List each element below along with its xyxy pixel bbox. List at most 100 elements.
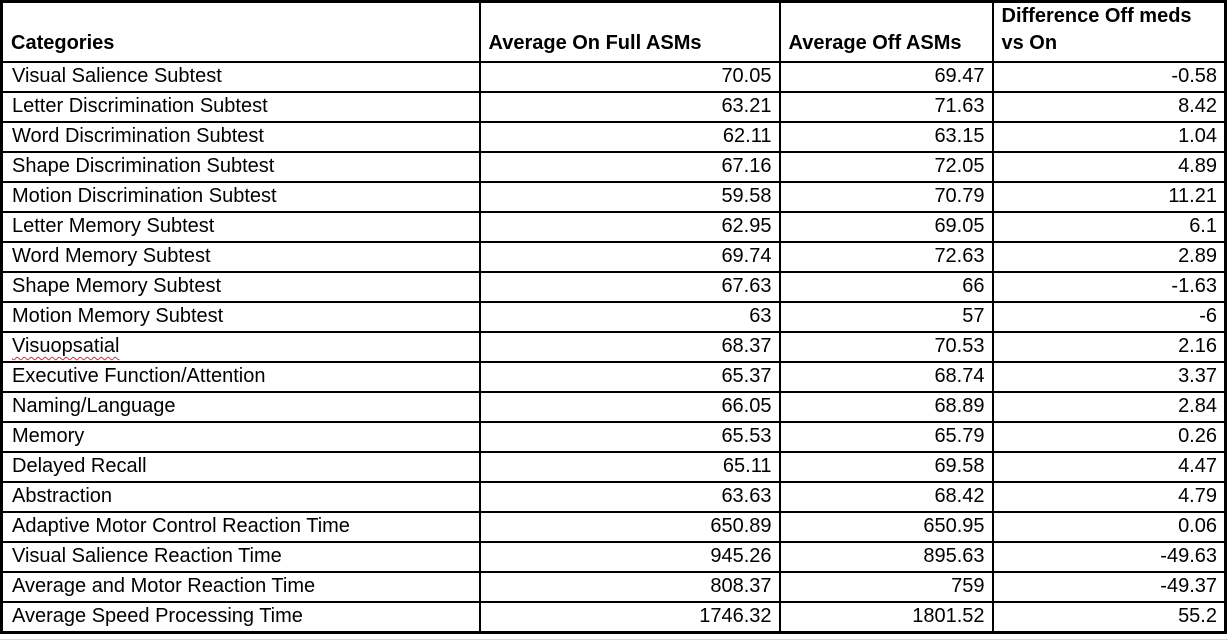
- table-row: Motion Discrimination Subtest 59.58 70.7…: [0, 181, 1227, 213]
- difference-cell: 8.42: [991, 91, 1227, 123]
- table-row: Memory 65.53 65.79 0.26: [0, 421, 1227, 453]
- table-row: Word Memory Subtest 69.74 72.63 2.89: [0, 241, 1227, 273]
- average-off-cell: 69.05: [778, 211, 994, 243]
- average-off-cell: 65.79: [778, 421, 994, 453]
- average-on-cell: 650.89: [478, 511, 781, 543]
- category-label: Visual Salience Subtest: [12, 65, 222, 87]
- average-off-cell: 70.79: [778, 181, 994, 213]
- average-on-cell: 65.53: [478, 421, 781, 453]
- table-row: Average and Motor Reaction Time 808.37 7…: [0, 571, 1227, 603]
- average-on-cell: 66.05: [478, 391, 781, 423]
- average-off-cell: 68.89: [778, 391, 994, 423]
- average-on-cell: 808.37: [478, 571, 781, 603]
- category-cell: Word Memory Subtest: [0, 241, 481, 273]
- average-off-cell: 69.47: [778, 61, 994, 93]
- average-on-cell: 63.21: [478, 91, 781, 123]
- average-off-cell: 1801.52: [778, 601, 994, 633]
- table-row: Word Discrimination Subtest 62.11 63.15 …: [0, 121, 1227, 153]
- category-label: Word Discrimination Subtest: [12, 125, 264, 147]
- category-cell: Delayed Recall: [0, 451, 481, 483]
- category-label: Shape Discrimination Subtest: [12, 155, 275, 177]
- difference-cell: 2.84: [991, 391, 1227, 423]
- category-label: Delayed Recall: [12, 455, 147, 477]
- average-off-cell: 66: [778, 271, 994, 303]
- category-cell: Visual Salience Reaction Time: [0, 541, 481, 573]
- difference-cell: -49.63: [991, 541, 1227, 573]
- average-off-cell: 895.63: [778, 541, 994, 573]
- category-cell: Motion Memory Subtest: [0, 301, 481, 333]
- category-label: Letter Memory Subtest: [12, 215, 215, 237]
- category-cell: Word Discrimination Subtest: [0, 121, 481, 153]
- average-on-cell: 65.11: [478, 451, 781, 483]
- average-off-cell: 70.53: [778, 331, 994, 363]
- column-header-categories: Categories: [0, 0, 481, 63]
- category-cell: Shape Memory Subtest: [0, 271, 481, 303]
- average-on-cell: 67.63: [478, 271, 781, 303]
- difference-cell: -0.58: [991, 61, 1227, 93]
- category-cell: Executive Function/Attention: [0, 361, 481, 393]
- category-label: Word Memory Subtest: [12, 245, 211, 267]
- difference-cell: 4.47: [991, 451, 1227, 483]
- category-cell: Letter Discrimination Subtest: [0, 91, 481, 123]
- header-row: Categories Average On Full ASMs Average …: [0, 0, 1227, 63]
- table-row: Executive Function/Attention 65.37 68.74…: [0, 361, 1227, 393]
- average-off-cell: 759: [778, 571, 994, 603]
- category-cell: Memory: [0, 421, 481, 453]
- category-cell: Visual Salience Subtest: [0, 61, 481, 93]
- category-label: Adaptive Motor Control Reaction Time: [12, 515, 350, 537]
- difference-cell: 0.06: [991, 511, 1227, 543]
- average-on-cell: 67.16: [478, 151, 781, 183]
- column-header-difference-line1: Difference Off meds: [1001, 5, 1192, 27]
- category-cell: Abstraction: [0, 481, 481, 513]
- category-label: Motion Memory Subtest: [12, 305, 224, 327]
- difference-cell: 2.16: [991, 331, 1227, 363]
- average-on-cell: 68.37: [478, 331, 781, 363]
- average-on-cell: 65.37: [478, 361, 781, 393]
- category-cell: Shape Discrimination Subtest: [0, 151, 481, 183]
- average-on-cell: 1746.32: [478, 601, 781, 633]
- difference-cell: 11.21: [991, 181, 1227, 213]
- category-cell: Naming/Language: [0, 391, 481, 423]
- spreadsheet-gridline: [0, 639, 1228, 640]
- category-label: Average Speed Processing Time: [12, 604, 303, 627]
- table-row: Delayed Recall 65.11 69.58 4.47: [0, 451, 1227, 483]
- table-body: Visual Salience Subtest 70.05 69.47 -0.5…: [0, 61, 1227, 633]
- category-label: Motion Discrimination Subtest: [12, 185, 277, 207]
- category-label: Visual Salience Reaction Time: [12, 545, 282, 567]
- table-row: Shape Discrimination Subtest 67.16 72.05…: [0, 151, 1227, 183]
- category-label: Memory: [12, 425, 85, 447]
- difference-cell: 4.89: [991, 151, 1227, 183]
- table-row: Shape Memory Subtest 67.63 66 -1.63: [0, 271, 1227, 303]
- category-label: Naming/Language: [12, 395, 176, 417]
- category-label: Average and Motor Reaction Time: [12, 575, 316, 597]
- average-on-cell: 945.26: [478, 541, 781, 573]
- category-cell: Letter Memory Subtest: [0, 211, 481, 243]
- average-on-cell: 63.63: [478, 481, 781, 513]
- difference-cell: 4.79: [991, 481, 1227, 513]
- average-off-cell: 72.05: [778, 151, 994, 183]
- category-cell: Average Speed Processing Time: [0, 601, 481, 633]
- category-label: Visuopsatial: [12, 335, 120, 357]
- difference-cell: 1.04: [991, 121, 1227, 153]
- category-label: Letter Discrimination Subtest: [12, 95, 268, 117]
- average-off-cell: 57: [778, 301, 994, 333]
- category-label: Executive Function/Attention: [12, 365, 266, 387]
- average-on-cell: 69.74: [478, 241, 781, 273]
- difference-cell: -1.63: [991, 271, 1227, 303]
- column-header-average-off-asms: Average Off ASMs: [778, 0, 994, 63]
- table-row: Average Speed Processing Time 1746.32 18…: [0, 601, 1227, 633]
- difference-cell: 0.26: [991, 421, 1227, 453]
- column-header-difference-line2: vs On: [1001, 32, 1058, 54]
- table-row: Adaptive Motor Control Reaction Time 650…: [0, 511, 1227, 543]
- average-off-cell: 69.58: [778, 451, 994, 483]
- average-on-cell: 62.11: [478, 121, 781, 153]
- table-row: Visual Salience Reaction Time 945.26 895…: [0, 541, 1227, 573]
- average-off-cell: 72.63: [778, 241, 994, 273]
- table-row: Motion Memory Subtest 63 57 -6: [0, 301, 1227, 333]
- column-header-average-on-full-asms: Average On Full ASMs: [478, 0, 781, 63]
- table-header-row: Categories Average On Full ASMs Average …: [0, 0, 1227, 63]
- category-cell: Average and Motor Reaction Time: [0, 571, 481, 603]
- difference-cell: 6.1: [991, 211, 1227, 243]
